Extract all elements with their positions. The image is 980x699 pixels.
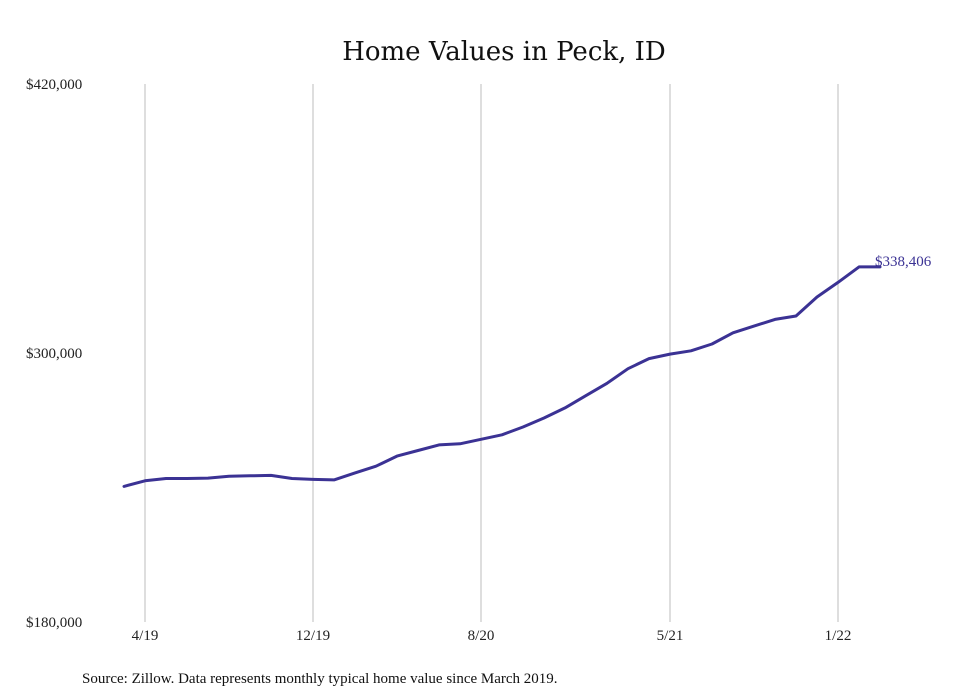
y-tick-label: $180,000: [26, 615, 82, 631]
source-note: Source: Zillow. Data represents monthly …: [82, 671, 558, 687]
series-line: [122, 265, 882, 488]
end-value-label: $338,406: [875, 254, 932, 270]
y-axis: $180,000 $300,000 $420,000: [26, 77, 82, 631]
chart-title: Home Values in Peck, ID: [342, 37, 666, 67]
x-tick-label: 4/19: [132, 628, 159, 644]
series-group: [122, 265, 882, 488]
y-tick-label: $300,000: [26, 346, 82, 362]
x-axis: 4/19 12/19 8/20 5/21 1/22: [132, 628, 852, 644]
x-tick-label: 5/21: [657, 628, 684, 644]
x-tick-label: 12/19: [296, 628, 330, 644]
x-tick-label: 1/22: [825, 628, 852, 644]
gridlines: [144, 84, 839, 622]
y-tick-label: $420,000: [26, 77, 82, 93]
x-tick-label: 8/20: [468, 628, 495, 644]
